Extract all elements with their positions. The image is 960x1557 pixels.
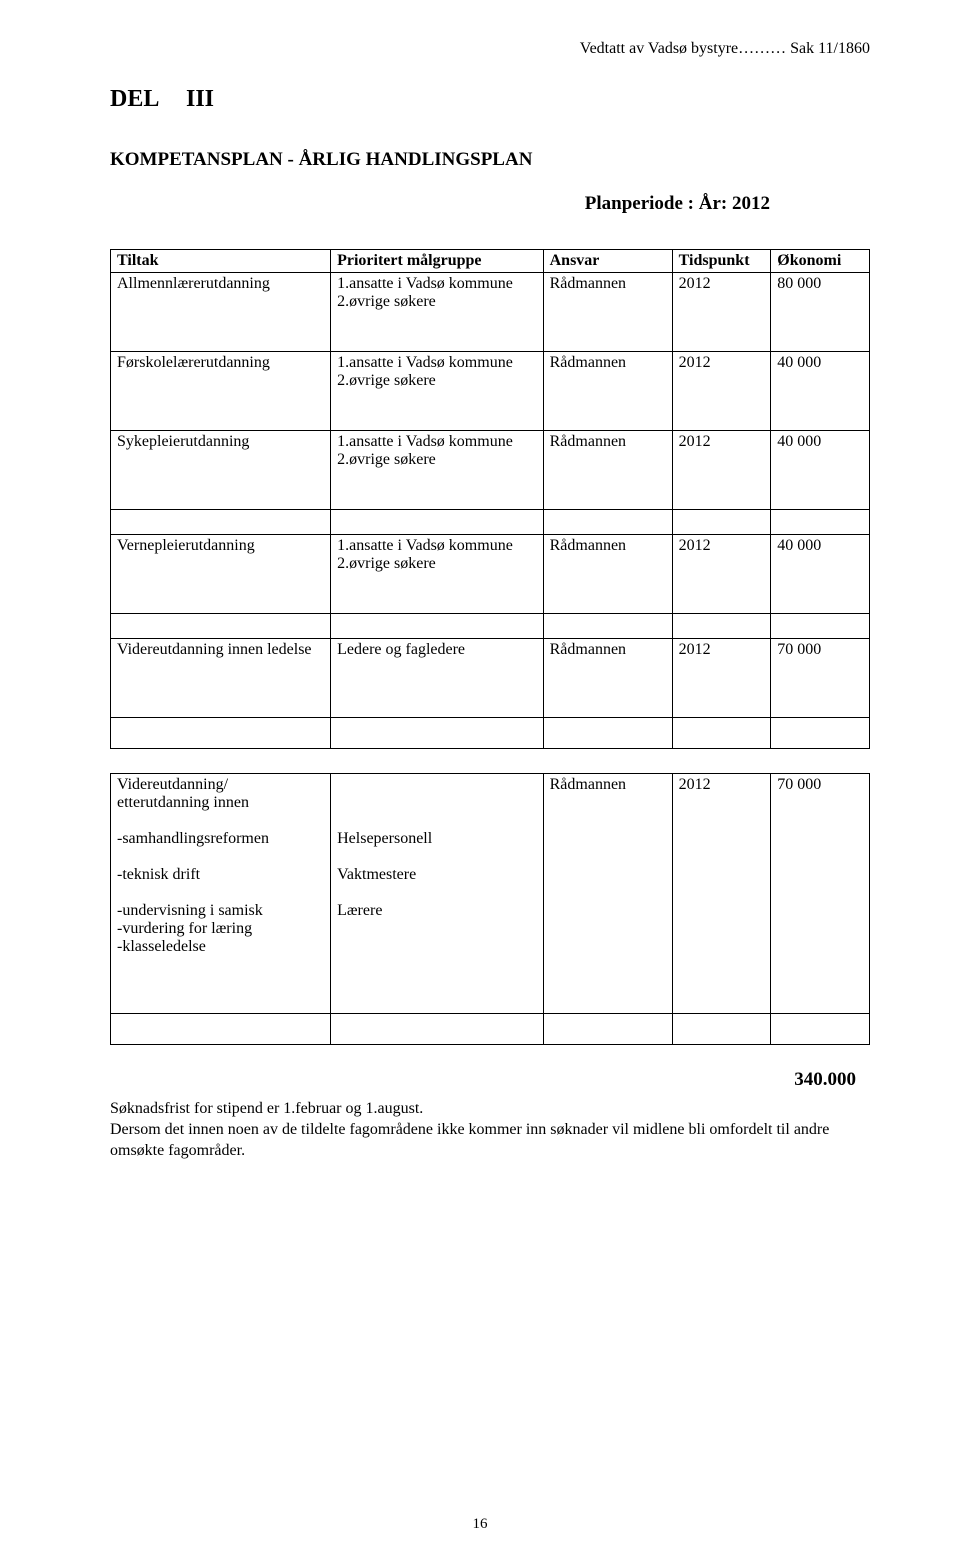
table-cell xyxy=(111,614,331,639)
table-cell xyxy=(771,510,870,535)
table-cell xyxy=(543,718,672,749)
col-header: Økonomi xyxy=(771,250,870,273)
table-row: Førskolelærerutdanning1.ansatte i Vadsø … xyxy=(111,352,870,431)
table-cell: Rådmannen xyxy=(543,352,672,431)
table-row: Vernepleierutdanning1.ansatte i Vadsø ko… xyxy=(111,535,870,614)
table-row xyxy=(111,1014,870,1045)
table-cell: 2012 xyxy=(672,273,771,352)
table-cell: Rådmannen xyxy=(543,774,672,1014)
page-number: 16 xyxy=(0,1516,960,1533)
table-cell xyxy=(331,614,544,639)
table-cell: 1.ansatte i Vadsø kommune 2.øvrige søker… xyxy=(331,431,544,510)
table-cell xyxy=(771,718,870,749)
table-header-row: Tiltak Prioritert målgruppe Ansvar Tidsp… xyxy=(111,250,870,273)
table-cell xyxy=(672,1014,771,1045)
table-row: Allmennlærerutdanning1.ansatte i Vadsø k… xyxy=(111,273,870,352)
deadline-text: Søknadsfrist for stipend er 1.februar og… xyxy=(110,1100,423,1117)
table-cell xyxy=(331,510,544,535)
body-paragraph: Søknadsfrist for stipend er 1.februar og… xyxy=(110,1099,870,1161)
del-number: III xyxy=(186,86,214,113)
col-header: Prioritert målgruppe xyxy=(331,250,544,273)
table-cell: Videreutdanning/ etterutdanning innen -s… xyxy=(111,774,331,1014)
table-cell: 2012 xyxy=(672,535,771,614)
table-cell xyxy=(543,1014,672,1045)
table-cell: 80 000 xyxy=(771,273,870,352)
table-cell: Rådmannen xyxy=(543,639,672,718)
table-cell: 1.ansatte i Vadsø kommune 2.øvrige søker… xyxy=(331,352,544,431)
del-label: DEL xyxy=(110,86,180,113)
header-caption: Vedtatt av Vadsø bystyre……… Sak 11/1860 xyxy=(110,40,870,58)
table-cell: 2012 xyxy=(672,774,771,1014)
table-cell: 70 000 xyxy=(771,774,870,1014)
table-cell xyxy=(672,614,771,639)
table-cell: Sykepleierutdanning xyxy=(111,431,331,510)
table-row: Videreutdanning/ etterutdanning innen -s… xyxy=(111,774,870,1014)
table-cell xyxy=(543,510,672,535)
table-cell: 2012 xyxy=(672,639,771,718)
table-cell: 1.ansatte i Vadsø kommune 2.øvrige søker… xyxy=(331,273,544,352)
table-cell: Allmennlærerutdanning xyxy=(111,273,331,352)
table-cell: 2012 xyxy=(672,431,771,510)
table-cell: 1.ansatte i Vadsø kommune 2.øvrige søker… xyxy=(331,535,544,614)
table-cell: 40 000 xyxy=(771,431,870,510)
table-cell: Helsepersonell Vaktmestere Lærere xyxy=(331,774,544,1014)
table-row xyxy=(111,614,870,639)
table-cell: 2012 xyxy=(672,352,771,431)
table-row xyxy=(111,510,870,535)
plan-table-1: Tiltak Prioritert målgruppe Ansvar Tidsp… xyxy=(110,249,870,749)
table-cell xyxy=(111,1014,331,1045)
table-row: Sykepleierutdanning1.ansatte i Vadsø kom… xyxy=(111,431,870,510)
table-cell: 40 000 xyxy=(771,535,870,614)
table-cell: Rådmannen xyxy=(543,273,672,352)
table-cell: Ledere og fagledere xyxy=(331,639,544,718)
table-row xyxy=(111,718,870,749)
plan-table-2: Videreutdanning/ etterutdanning innen -s… xyxy=(110,773,870,1045)
table-cell: Videreutdanning innen ledelse xyxy=(111,639,331,718)
table-cell: Førskolelærerutdanning xyxy=(111,352,331,431)
table-cell xyxy=(672,718,771,749)
table-row: Videreutdanning innen ledelse Ledere og … xyxy=(111,639,870,718)
table-cell xyxy=(331,1014,544,1045)
table-cell xyxy=(771,1014,870,1045)
table-cell: Rådmannen xyxy=(543,535,672,614)
table-cell xyxy=(111,510,331,535)
table-cell: Vernepleierutdanning xyxy=(111,535,331,614)
table-cell xyxy=(111,718,331,749)
table-cell: Rådmannen xyxy=(543,431,672,510)
plan-period: Planperiode : År: 2012 xyxy=(110,193,870,215)
del-heading: DEL III xyxy=(110,86,870,113)
table-cell xyxy=(672,510,771,535)
section-title: KOMPETANSPLAN - ÅRLIG HANDLINGSPLAN xyxy=(110,149,870,171)
redistribution-text: Dersom det innen noen av de tildelte fag… xyxy=(110,1121,829,1159)
table-cell xyxy=(543,614,672,639)
col-header: Ansvar xyxy=(543,250,672,273)
table-cell xyxy=(331,718,544,749)
col-header: Tiltak xyxy=(111,250,331,273)
table-cell: 40 000 xyxy=(771,352,870,431)
col-header: Tidspunkt xyxy=(672,250,771,273)
table-cell xyxy=(771,614,870,639)
total-amount: 340.000 xyxy=(110,1069,870,1091)
table-cell: 70 000 xyxy=(771,639,870,718)
page: Vedtatt av Vadsø bystyre……… Sak 11/1860 … xyxy=(0,0,960,1557)
